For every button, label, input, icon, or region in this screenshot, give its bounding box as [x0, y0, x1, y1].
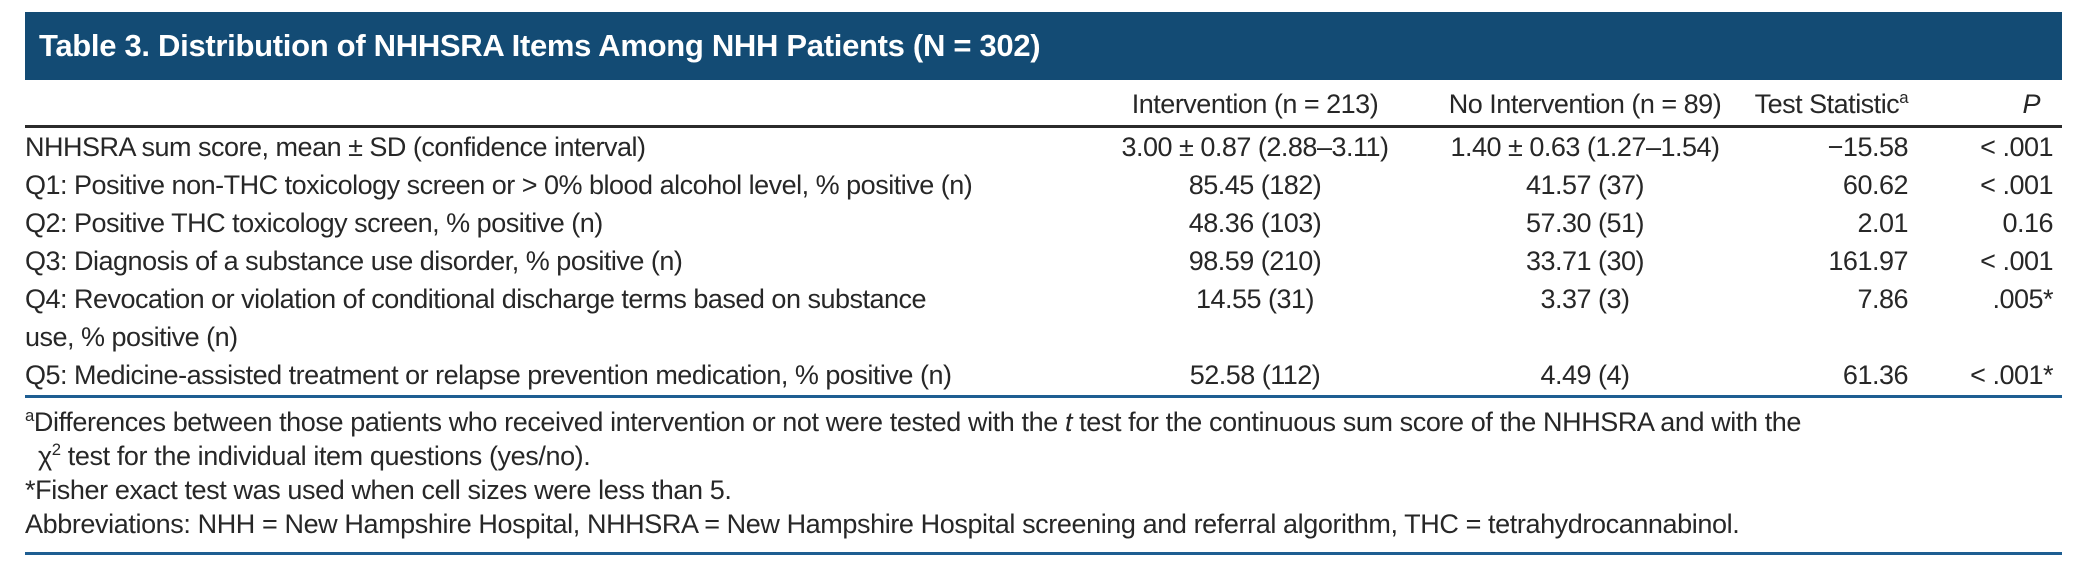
table-footnotes: aDifferences between those patients who … [25, 398, 2062, 541]
test-statistic-value: −15.58 [1827, 132, 1909, 162]
test-statistic-value: 2.01 [1857, 208, 1908, 238]
table-row: Q1: Positive non-THC toxicology screen o… [25, 166, 2062, 204]
row-label: Q5: Medicine-assisted treatment or relap… [25, 360, 952, 390]
no-intervention-value: 57.30 (51) [1525, 208, 1645, 238]
test-statistic-value: 61.36 [1842, 360, 1909, 390]
test-statistic-value: 161.97 [1828, 246, 1908, 276]
table-row: NHHSRA sum score, mean ± SD (confidence … [25, 128, 2062, 166]
intervention-value: 14.55 (31) [1195, 284, 1315, 314]
footnote-asterisk: *Fisher exact test was used when cell si… [25, 475, 732, 505]
intervention-value: 98.59 (210) [1188, 246, 1322, 276]
table-title-band: Table 3. Distribution of NHHSRA Items Am… [25, 12, 2062, 80]
p-value: < .001 [1980, 132, 2053, 162]
row-label: Q3: Diagnosis of a substance use disorde… [25, 246, 683, 276]
footnote-a-marker: a [25, 406, 34, 425]
no-intervention-value: 1.40 ± 0.63 (1.27–1.54) [1450, 132, 1720, 162]
column-header-no-intervention: No Intervention (n = 89) [1448, 89, 1722, 119]
no-intervention-value: 4.49 (4) [1540, 360, 1630, 390]
table-row: Q4: Revocation or violation of condition… [25, 280, 2062, 356]
chi-squared-exponent: 2 [51, 440, 61, 459]
intervention-value: 48.36 (103) [1188, 208, 1322, 238]
table-body: NHHSRA sum score, mean ± SD (confidence … [25, 128, 2062, 398]
table-row: Q5: Medicine-assisted treatment or relap… [25, 356, 2062, 394]
test-statistic-footnote-marker: a [1899, 88, 1908, 107]
row-label: Q4: Revocation or violation of condition… [25, 284, 927, 352]
intervention-value: 3.00 ± 0.87 (2.88–3.11) [1121, 132, 1389, 162]
intervention-value: 85.45 (182) [1188, 170, 1322, 200]
p-value: < .001 [1980, 246, 2053, 276]
column-header-intervention: Intervention (n = 213) [1131, 89, 1379, 119]
footnote-a-line1: aDifferences between those patients who … [25, 406, 1802, 437]
page-bottom-rule [25, 552, 2062, 555]
table-title: Table 3. Distribution of NHHSRA Items Am… [39, 28, 1041, 63]
no-intervention-value: 33.71 (30) [1525, 246, 1645, 276]
table-3: Table 3. Distribution of NHHSRA Items Am… [25, 12, 2062, 555]
column-header-p-value: P [2022, 89, 2040, 119]
footnote-a-line2: χ2 test for the individual item question… [38, 440, 591, 471]
p-value: .005* [1992, 284, 2053, 314]
test-statistic-value: 60.62 [1842, 170, 1909, 200]
column-header-test-statistic: Test Statistica [1754, 88, 1909, 119]
t-test-symbol: t [1064, 407, 1073, 437]
p-value: < .001* [1970, 360, 2053, 390]
footnote-abbreviations: Abbreviations: NHH = New Hampshire Hospi… [25, 509, 1740, 539]
row-label: Q1: Positive non-THC toxicology screen o… [25, 170, 973, 200]
table-row: Q3: Diagnosis of a substance use disorde… [25, 242, 2062, 280]
no-intervention-value: 3.37 (3) [1540, 284, 1630, 314]
column-header-row: Intervention (n = 213) No Intervention (… [25, 80, 2062, 128]
p-value: 0.16 [2002, 208, 2053, 238]
table-row: Q2: Positive THC toxicology screen, % po… [25, 204, 2062, 242]
intervention-value: 52.58 (112) [1189, 360, 1321, 390]
p-value: < .001 [1980, 170, 2053, 200]
row-label: Q2: Positive THC toxicology screen, % po… [25, 208, 603, 238]
test-statistic-value: 7.86 [1857, 284, 1908, 314]
row-label: NHHSRA sum score, mean ± SD (confidence … [25, 132, 646, 162]
no-intervention-value: 41.57 (37) [1525, 170, 1645, 200]
chi-symbol: χ [38, 441, 52, 471]
